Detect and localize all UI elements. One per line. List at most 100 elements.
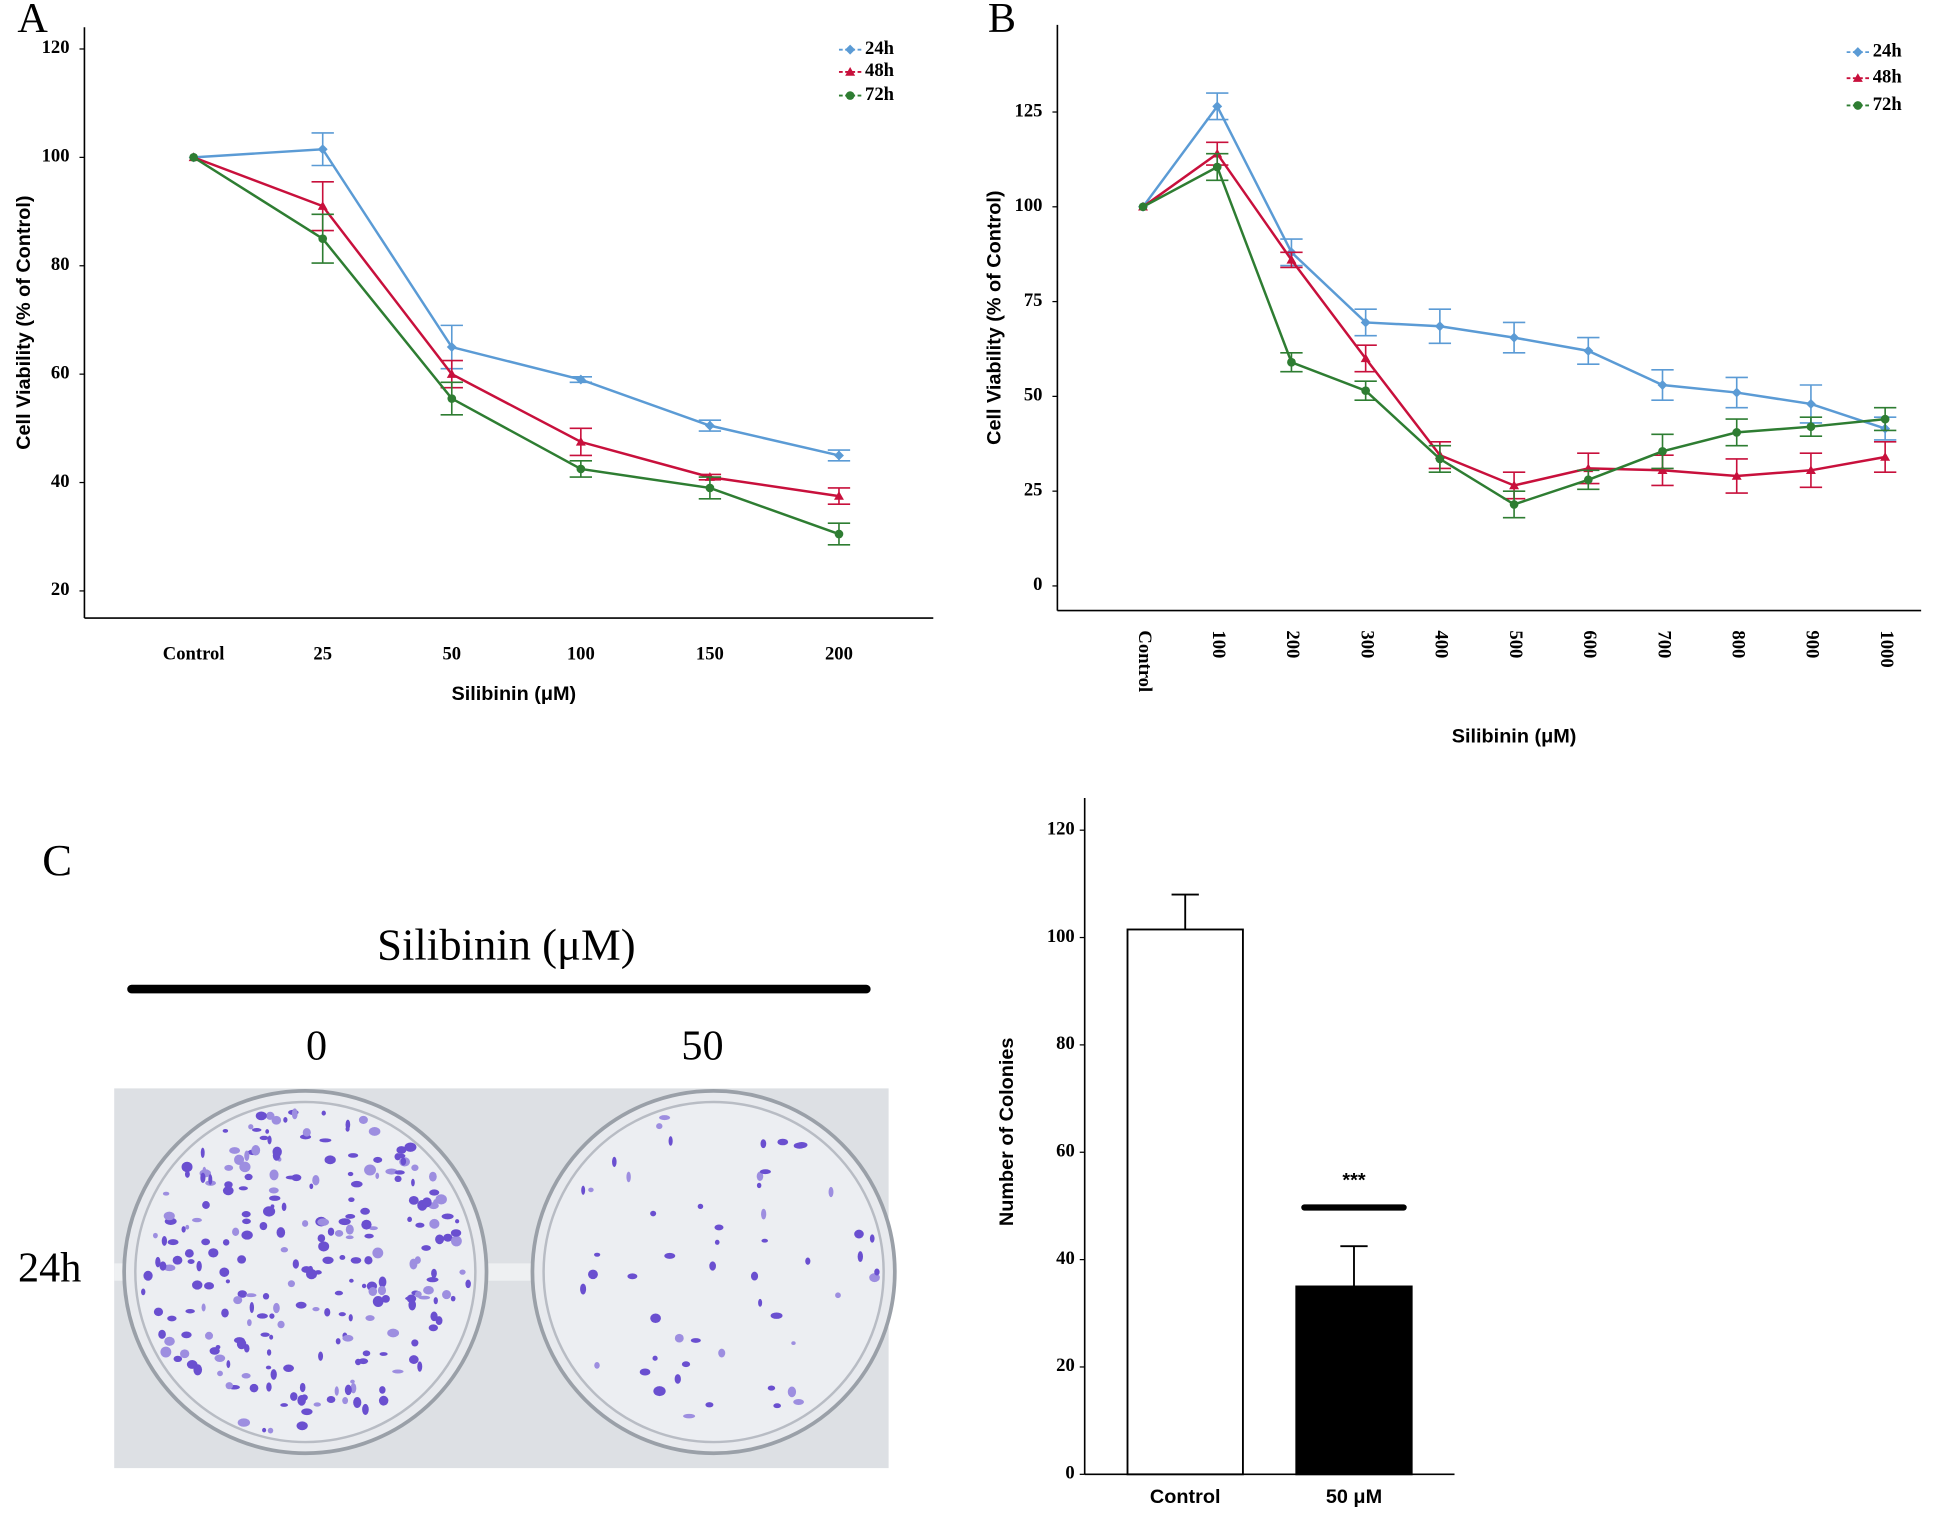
marker (317, 201, 328, 210)
marker (1434, 321, 1445, 332)
x-tick-label: 700 (1653, 630, 1674, 658)
colony (321, 1110, 326, 1116)
colony (222, 1129, 229, 1133)
colony (421, 1245, 431, 1251)
series-line (193, 156, 840, 498)
colony (428, 1324, 439, 1332)
colony (241, 1373, 251, 1379)
colony (372, 1247, 384, 1259)
colony (280, 1403, 289, 1407)
colony (269, 1195, 281, 1201)
colony (324, 1307, 331, 1317)
colony (411, 1164, 419, 1171)
colony (327, 1227, 335, 1236)
colony (181, 1331, 192, 1339)
marker (575, 436, 586, 446)
colony (313, 1402, 321, 1407)
colony (705, 1402, 714, 1408)
marker (446, 342, 457, 353)
y-tick-label: 25 (1024, 479, 1043, 500)
x-tick-label: 400 (1431, 630, 1452, 658)
marker (1583, 345, 1594, 356)
colony (426, 1277, 439, 1283)
x-tick-label: 900 (1802, 630, 1823, 658)
colony (204, 1282, 215, 1290)
x-axis-title: Silibinin (μM) (452, 683, 577, 705)
y-axis-title: Number of Colonies (996, 1038, 1018, 1227)
colony (750, 1271, 759, 1281)
colony (265, 1365, 272, 1370)
colony (281, 1202, 287, 1212)
colony (277, 1320, 285, 1329)
colony (312, 1307, 320, 1312)
colony (674, 1374, 681, 1384)
colony (358, 1358, 369, 1365)
legend-label: 72h (1873, 94, 1903, 115)
colony (396, 1146, 407, 1154)
colony (396, 1153, 406, 1159)
colony (202, 1201, 210, 1209)
colony (626, 1171, 631, 1183)
colony (276, 1227, 286, 1238)
colony (375, 1172, 380, 1179)
marker (1360, 353, 1371, 363)
colony (167, 1315, 177, 1322)
colony (377, 1285, 387, 1296)
colony (368, 1226, 378, 1231)
marker (1435, 454, 1445, 464)
colony (260, 1332, 270, 1337)
marker (705, 483, 715, 493)
marker (1853, 101, 1863, 110)
marker (845, 91, 855, 100)
colony (387, 1328, 400, 1338)
series-line (193, 147, 840, 457)
colony (443, 1233, 453, 1242)
colony (267, 1135, 272, 1145)
colony (581, 1185, 586, 1195)
colony (347, 1153, 359, 1158)
colony (269, 1313, 275, 1319)
colony (580, 1283, 587, 1295)
colony (429, 1171, 437, 1182)
colony (241, 1230, 253, 1240)
colony (404, 1142, 417, 1152)
marker (446, 369, 457, 378)
colony (192, 1217, 202, 1223)
colony (435, 1234, 445, 1245)
x-tick-label: 800 (1727, 630, 1748, 658)
colony (450, 1229, 462, 1237)
colony (155, 1256, 161, 1268)
x-tick-label: 100 (567, 644, 595, 665)
colony (185, 1308, 195, 1314)
colony (269, 1334, 274, 1340)
colony (441, 1213, 454, 1220)
colony (767, 1385, 776, 1391)
colony (270, 1204, 275, 1209)
colony (674, 1333, 684, 1343)
colony (224, 1164, 234, 1171)
colony (683, 1413, 696, 1419)
colony (681, 1361, 691, 1368)
colony (237, 1255, 247, 1264)
colony (364, 1233, 374, 1239)
colony (378, 1395, 389, 1406)
colony (167, 1239, 179, 1246)
row-label: 24h (18, 1245, 81, 1292)
colony (793, 1399, 805, 1405)
colony (442, 1290, 452, 1300)
colony (262, 1293, 270, 1300)
y-tick-label: 100 (42, 146, 70, 167)
colony (379, 1386, 386, 1394)
colony (285, 1175, 297, 1180)
colony (411, 1178, 415, 1187)
colony (269, 1169, 279, 1181)
colony (242, 1218, 251, 1225)
colony (435, 1316, 443, 1326)
marker (845, 67, 856, 76)
error-bar (1340, 1245, 1368, 1287)
colony (209, 1347, 220, 1355)
colony (301, 1266, 312, 1273)
colony (408, 1196, 419, 1205)
colony (283, 1364, 294, 1373)
